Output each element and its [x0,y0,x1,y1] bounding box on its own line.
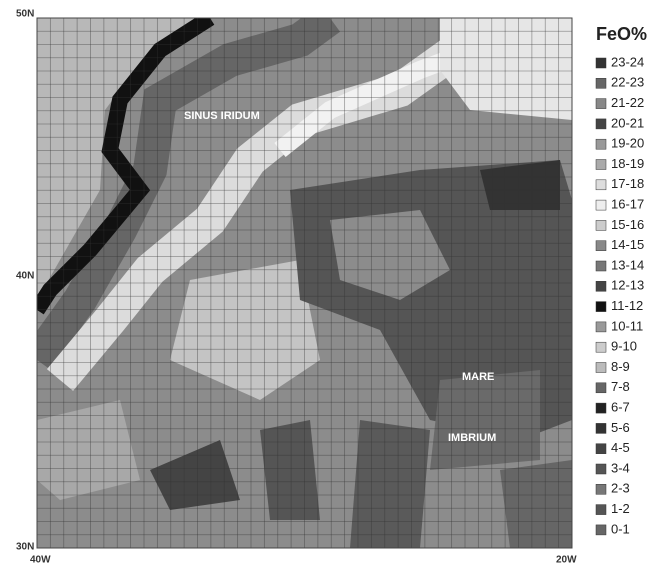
legend-swatch [595,301,607,312]
map-area [37,18,572,548]
legend-label: 10-11 [611,318,643,333]
legend-swatch [595,260,607,272]
legend-swatch [595,524,607,536]
legend-label: 15-16 [611,217,644,232]
legend-label: 9-10 [611,339,637,354]
legend-label: 0-1 [611,521,630,536]
dark-patch [350,420,430,548]
light-area [37,400,140,500]
legend-swatch [595,402,607,414]
map-border [36,17,573,549]
legend-swatch [595,199,607,211]
legend-swatch [595,57,607,69]
highland-area [37,18,200,300]
legend-swatch [595,281,607,292]
lon-label: 20W [556,555,577,566]
legend-label: 7-8 [611,379,630,394]
dark-patch [260,420,320,520]
legend-swatch [595,463,607,475]
legend-swatch [595,504,607,515]
region-label: MARE [462,371,494,383]
legend-label: 22-23 [611,75,644,90]
legend-label: 18-19 [611,156,644,171]
legend-label: 5-6 [611,420,630,435]
legend-label: 3-4 [611,460,630,475]
legend-label: 4-5 [611,440,630,455]
legend-label: 16-17 [611,197,644,212]
legend-title: FeO% [596,24,647,44]
legend-label: 23-24 [611,54,644,69]
legend: 23-24 22-23 21-22 20-21 19-20 18-19 17-18 16-17… [595,54,644,536]
legend-label: 21-22 [611,95,644,110]
legend-label: 11-12 [611,298,643,313]
dark-patch [150,440,240,510]
lat-label: 40N [16,271,34,282]
legend-label: 20-21 [611,115,644,130]
region-label: IMBRIUM [448,432,496,444]
light-area [440,18,572,120]
grid [37,18,572,548]
legend-swatch [595,240,607,251]
contour-band [37,18,341,370]
mare-area [480,160,560,210]
contour-band [37,18,215,315]
lat-label: 30N [16,542,34,553]
legend-label: 17-18 [611,176,644,191]
legend-swatch [595,98,607,109]
legend-swatch [595,138,607,150]
legend-label: 13-14 [611,257,644,272]
legend-swatch [595,220,607,231]
lat-label: 50N [16,9,34,20]
legend-swatch [595,443,607,454]
legend-swatch [595,321,607,333]
legend-swatch [595,362,607,373]
legend-label: 12-13 [611,278,644,293]
legend-swatch [595,382,607,394]
legend-swatch [595,159,607,170]
legend-label: 14-15 [611,237,644,252]
legend-label: 8-9 [611,359,630,374]
mare-area [430,370,540,470]
region-label: SINUS IRIDUM [184,110,260,122]
legend-swatch [595,484,607,495]
legend-label: 6-7 [611,400,630,415]
dark-patch [500,460,572,548]
light-area [170,260,320,400]
legend-swatch [595,341,607,353]
legend-label: 2-3 [611,481,630,496]
lon-label: 40W [30,555,51,566]
legend-label: 1-2 [611,501,630,516]
legend-swatch [595,118,607,130]
mare-area [330,210,450,300]
legend-swatch [595,179,607,191]
legend-swatch [595,78,607,89]
legend-label: 19-20 [611,136,644,151]
legend-swatch [595,423,607,434]
